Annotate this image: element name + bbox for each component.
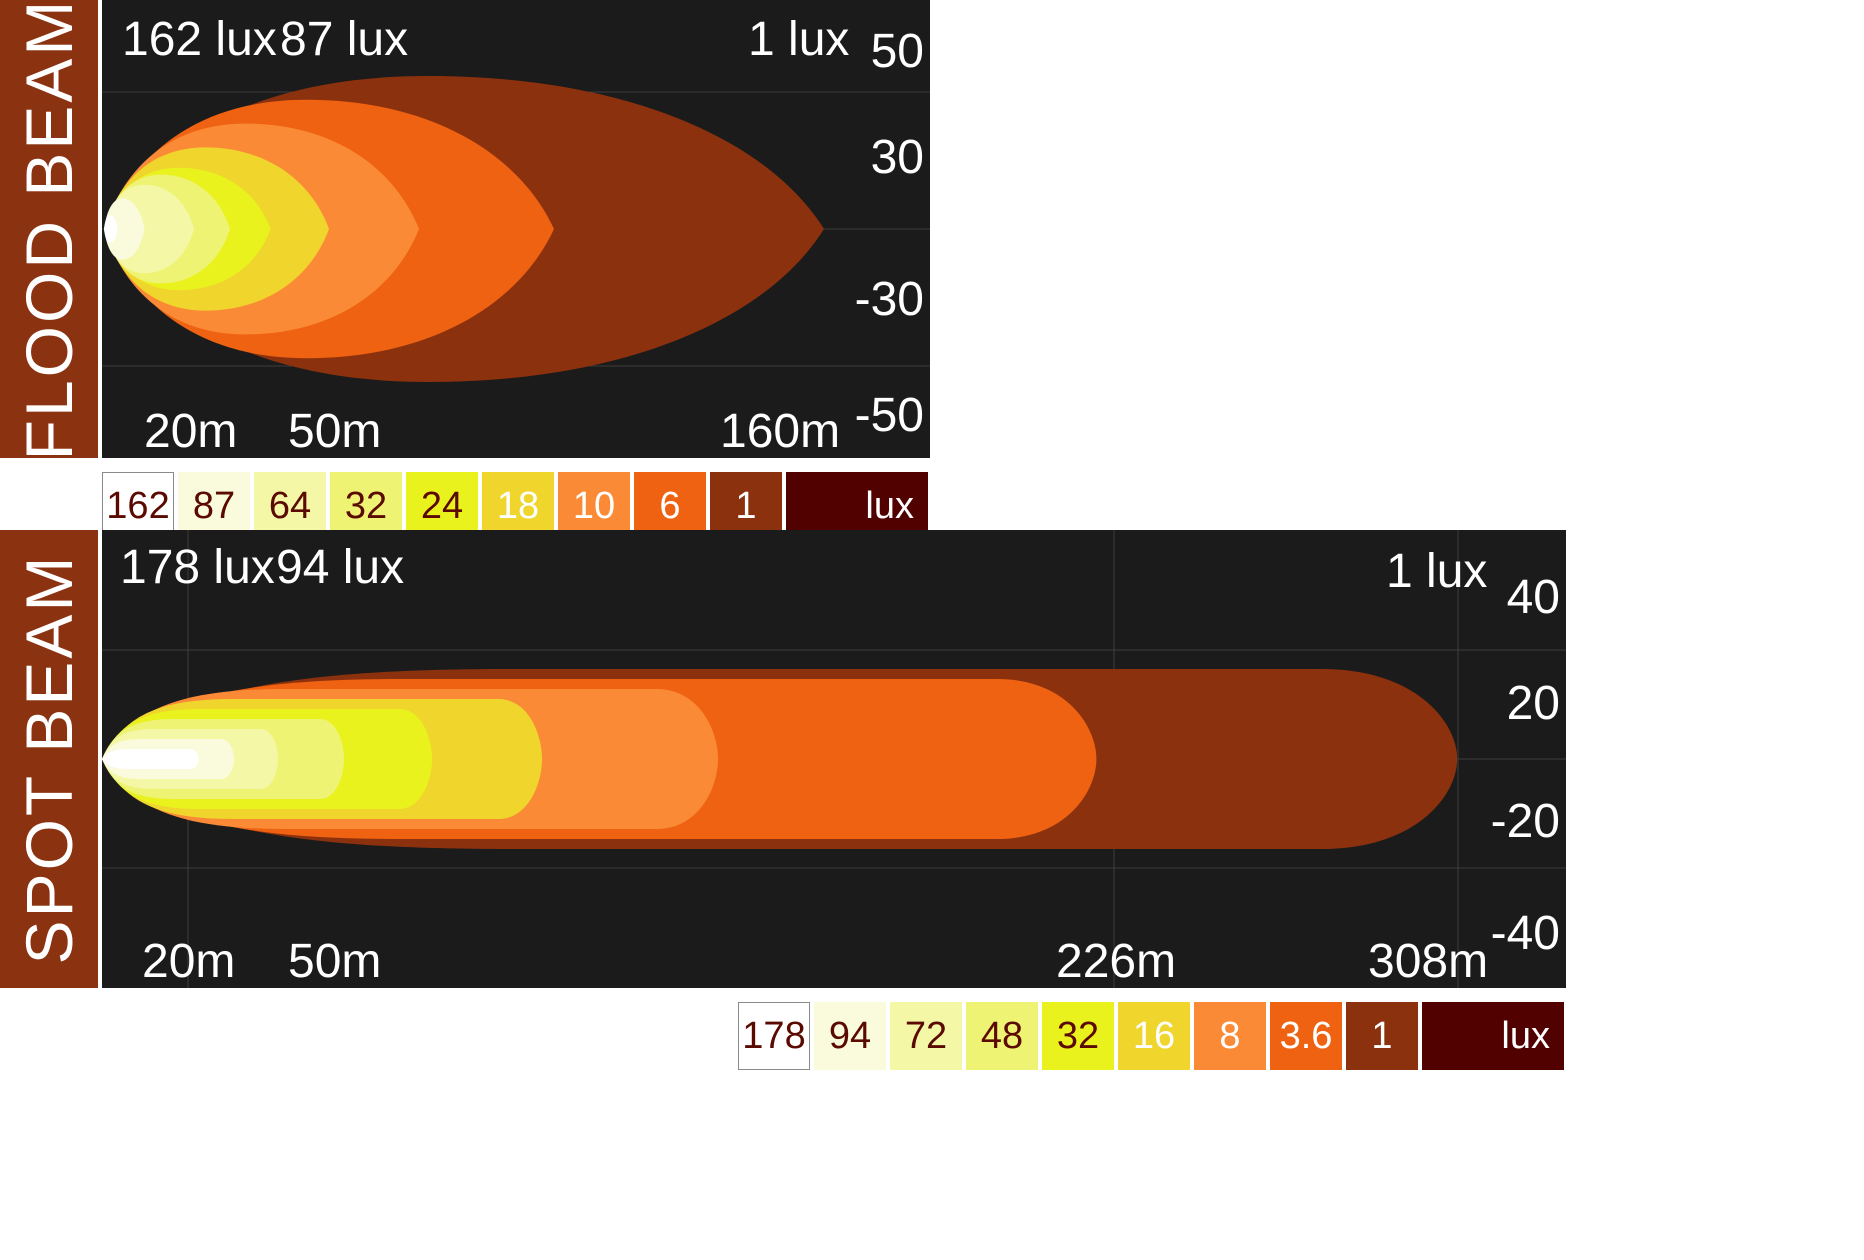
flood-beam-chart: 162 lux 87 lux 1 lux 20m 50m 160m 50 30 …	[102, 0, 930, 458]
legend-swatch-87: 87	[178, 472, 250, 540]
legend-swatch-6: 6	[634, 472, 706, 540]
flood-beam-label-bar: FLOOD BEAM	[0, 0, 98, 461]
spot-beam-plot	[102, 530, 1566, 988]
spot-distance-label-1: 20m	[142, 935, 236, 988]
beam-contour-162-lux	[104, 215, 118, 243]
flood-y-tick-2: 30	[870, 131, 924, 184]
legend-swatch-72: 72	[890, 1002, 962, 1070]
legend-swatch-32: 32	[1042, 1002, 1114, 1070]
legend-swatch-16: 16	[1118, 1002, 1190, 1070]
flood-lux-label-1: 162 lux	[122, 13, 277, 66]
spot-lux-label-3: 1 lux	[1386, 545, 1488, 598]
legend-swatch-10: 10	[558, 472, 630, 540]
legend-swatch-24: 24	[406, 472, 478, 540]
legend-swatch-3.6: 3.6	[1270, 1002, 1342, 1070]
legend-swatch-32: 32	[330, 472, 402, 540]
spot-y-tick-2: 20	[1506, 677, 1560, 730]
spot-beam-chart: 178 lux 94 lux 1 lux 20m 50m 226m 308m 4…	[102, 530, 1566, 988]
spot-distance-label-4: 308m	[1368, 935, 1489, 988]
spot-lux-label-2: 94 lux	[276, 541, 405, 594]
spot-beam-title: SPOT BEAM	[12, 553, 86, 965]
legend-unit: lux	[1422, 1002, 1564, 1070]
legend-swatch-48: 48	[966, 1002, 1038, 1070]
legend-swatch-8: 8	[1194, 1002, 1266, 1070]
flood-distance-label-3: 160m	[720, 405, 841, 458]
legend-swatch-94: 94	[814, 1002, 886, 1070]
legend-unit: lux	[786, 472, 928, 540]
flood-lux-label-2: 87 lux	[280, 13, 409, 66]
flood-beam-plot	[102, 76, 930, 382]
legend-swatch-64: 64	[254, 472, 326, 540]
flood-beam-title: FLOOD BEAM	[12, 0, 86, 461]
legend-swatch-18: 18	[482, 472, 554, 540]
legend-swatch-1: 1	[710, 472, 782, 540]
legend-swatch-1: 1	[1346, 1002, 1418, 1070]
beam-contour-178-lux	[102, 749, 199, 769]
flood-y-tick-3: -30	[854, 273, 924, 326]
flood-lux-label-3: 1 lux	[748, 13, 850, 66]
spot-y-tick-1: 40	[1506, 571, 1560, 624]
spot-y-tick-4: -40	[1490, 907, 1560, 960]
spot-distance-label-3: 226m	[1056, 935, 1177, 988]
legend-swatch-178: 178	[738, 1002, 810, 1070]
spot-distance-label-2: 50m	[288, 935, 382, 988]
flood-y-tick-4: -50	[854, 389, 924, 442]
flood-distance-label-1: 20m	[144, 405, 238, 458]
flood-legend: 162 87 64 32 24 18 10 6 1 lux	[102, 472, 928, 540]
spot-legend: 178 94 72 48 32 16 8 3.6 1 lux	[738, 1002, 1564, 1070]
spot-lux-label-1: 178 lux	[120, 541, 275, 594]
flood-y-tick-1: 50	[870, 25, 924, 78]
spot-beam-label-bar: SPOT BEAM	[0, 530, 98, 988]
flood-distance-label-2: 50m	[288, 405, 382, 458]
beam-contour-87-lux	[104, 198, 145, 260]
spot-y-tick-3: -20	[1490, 795, 1560, 848]
